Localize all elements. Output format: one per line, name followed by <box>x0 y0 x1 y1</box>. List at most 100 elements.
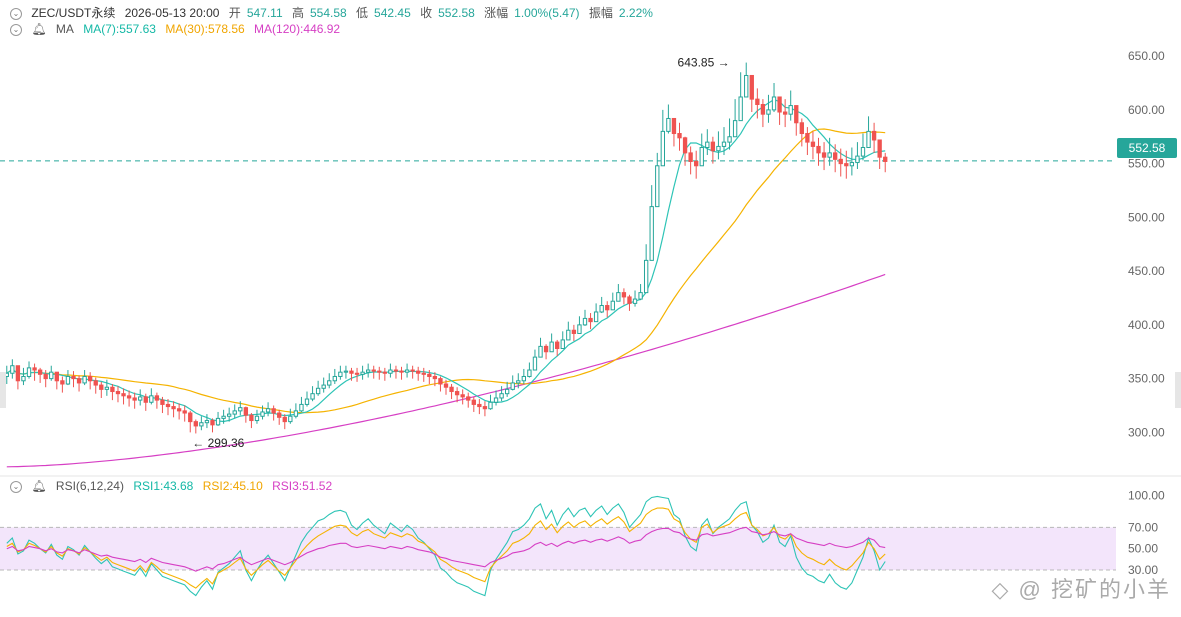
candle-body <box>304 398 310 405</box>
candle-body <box>288 415 293 423</box>
candle-body <box>327 380 332 386</box>
low-value: 542.45 <box>374 6 411 20</box>
candle-body <box>532 356 538 371</box>
collapse-icon[interactable]: ⌄ <box>10 7 22 20</box>
candle-body <box>132 397 137 401</box>
rsi-line-rsi2 <box>6 507 886 589</box>
candle-body <box>777 96 782 113</box>
rsi-line-rsi1 <box>6 495 886 597</box>
candle-body <box>354 372 360 375</box>
ma7-value: MA(7):557.63 <box>83 22 156 36</box>
collapse-icon[interactable]: ⌄ <box>10 480 22 493</box>
candle-body <box>866 130 871 148</box>
candle-body <box>293 410 299 417</box>
candle-body <box>649 206 654 261</box>
candle-body <box>682 137 688 154</box>
candle-body <box>82 375 87 384</box>
candle-body <box>215 417 221 426</box>
candle-body <box>560 339 565 350</box>
candle-body <box>149 395 154 403</box>
candle-body <box>844 163 849 167</box>
candle-body <box>171 406 176 410</box>
candle-body <box>143 396 148 403</box>
candle-body <box>10 365 15 374</box>
symbol-label[interactable]: ZEC/USDT永续 <box>31 6 116 20</box>
right-scroll-handle[interactable] <box>1175 372 1181 408</box>
price-tick-label: 300.00 <box>1128 425 1165 439</box>
candle-body <box>399 370 404 373</box>
candle-body <box>49 371 54 380</box>
candle-body <box>60 380 65 385</box>
left-scroll-handle[interactable] <box>0 372 6 408</box>
candle-body <box>782 111 788 115</box>
candle-body <box>115 391 121 395</box>
candle-body <box>493 397 499 403</box>
candle-body <box>810 141 816 147</box>
candle-body <box>694 160 699 167</box>
candle-body <box>443 383 449 388</box>
candle-body <box>821 152 827 158</box>
candle-body <box>482 406 488 410</box>
rsi-title[interactable]: RSI(6,12,24) <box>55 479 124 493</box>
collapse-icon[interactable]: ⌄ <box>10 23 22 36</box>
candle-body <box>15 365 21 382</box>
candle-body <box>199 422 204 427</box>
candle-body <box>388 369 393 374</box>
rsi-tick-label: 100.00 <box>1128 488 1165 502</box>
bell-icon[interactable]: 🔔︎ <box>31 22 47 36</box>
candle-body <box>410 369 415 372</box>
candle-body <box>538 345 543 358</box>
candle-body <box>577 324 582 334</box>
candle-body <box>65 375 71 385</box>
bell-icon[interactable]: 🔔︎ <box>31 479 47 493</box>
candle-body <box>827 152 832 158</box>
candle-body <box>416 370 421 374</box>
candle-body <box>710 141 716 152</box>
candle-body <box>794 105 799 124</box>
candle-body <box>460 394 465 398</box>
candle-body <box>727 136 732 143</box>
candle-body <box>799 122 804 135</box>
rsi2-value: RSI2:45.10 <box>202 479 263 493</box>
candle-body <box>221 415 226 419</box>
candle-body <box>627 296 632 304</box>
candle-body <box>871 130 877 141</box>
candle-body <box>582 317 588 326</box>
ma30-line <box>6 128 886 414</box>
candle-body <box>744 74 749 98</box>
candle-body <box>193 421 198 427</box>
low-annotation: ← 299.36 <box>192 436 244 450</box>
candle-body <box>721 141 727 147</box>
candle-body <box>671 117 677 135</box>
high-annotation: 643.85 → <box>678 56 730 70</box>
watermark: ◇ @ 挖矿的小羊 <box>991 577 1171 602</box>
candle-body <box>738 96 743 122</box>
price-tick-label: 600.00 <box>1128 103 1165 117</box>
candle-body <box>527 369 532 377</box>
candle-body <box>349 370 354 374</box>
candle-body <box>260 411 265 417</box>
candle-body <box>571 329 577 334</box>
candle-body <box>660 130 665 167</box>
ma-title[interactable]: MA <box>55 22 74 36</box>
candle-body <box>688 152 693 162</box>
candle-body <box>643 259 649 294</box>
high-label: 高 <box>291 6 304 20</box>
candle-body <box>766 109 771 115</box>
candle-body <box>788 105 793 115</box>
candle-body <box>365 369 371 373</box>
ma30-value: MA(30):578.56 <box>165 22 245 36</box>
candle-body <box>805 133 810 143</box>
candle-body <box>343 370 349 373</box>
candle-body <box>732 120 738 138</box>
candle-body <box>438 378 443 385</box>
price-tick-label: 500.00 <box>1128 210 1165 224</box>
datetime-label: 2026-05-13 20:00 <box>124 6 220 20</box>
candle-body <box>566 329 571 341</box>
candle-body <box>121 393 126 397</box>
candle-body <box>360 371 365 375</box>
candle-body <box>243 407 249 416</box>
